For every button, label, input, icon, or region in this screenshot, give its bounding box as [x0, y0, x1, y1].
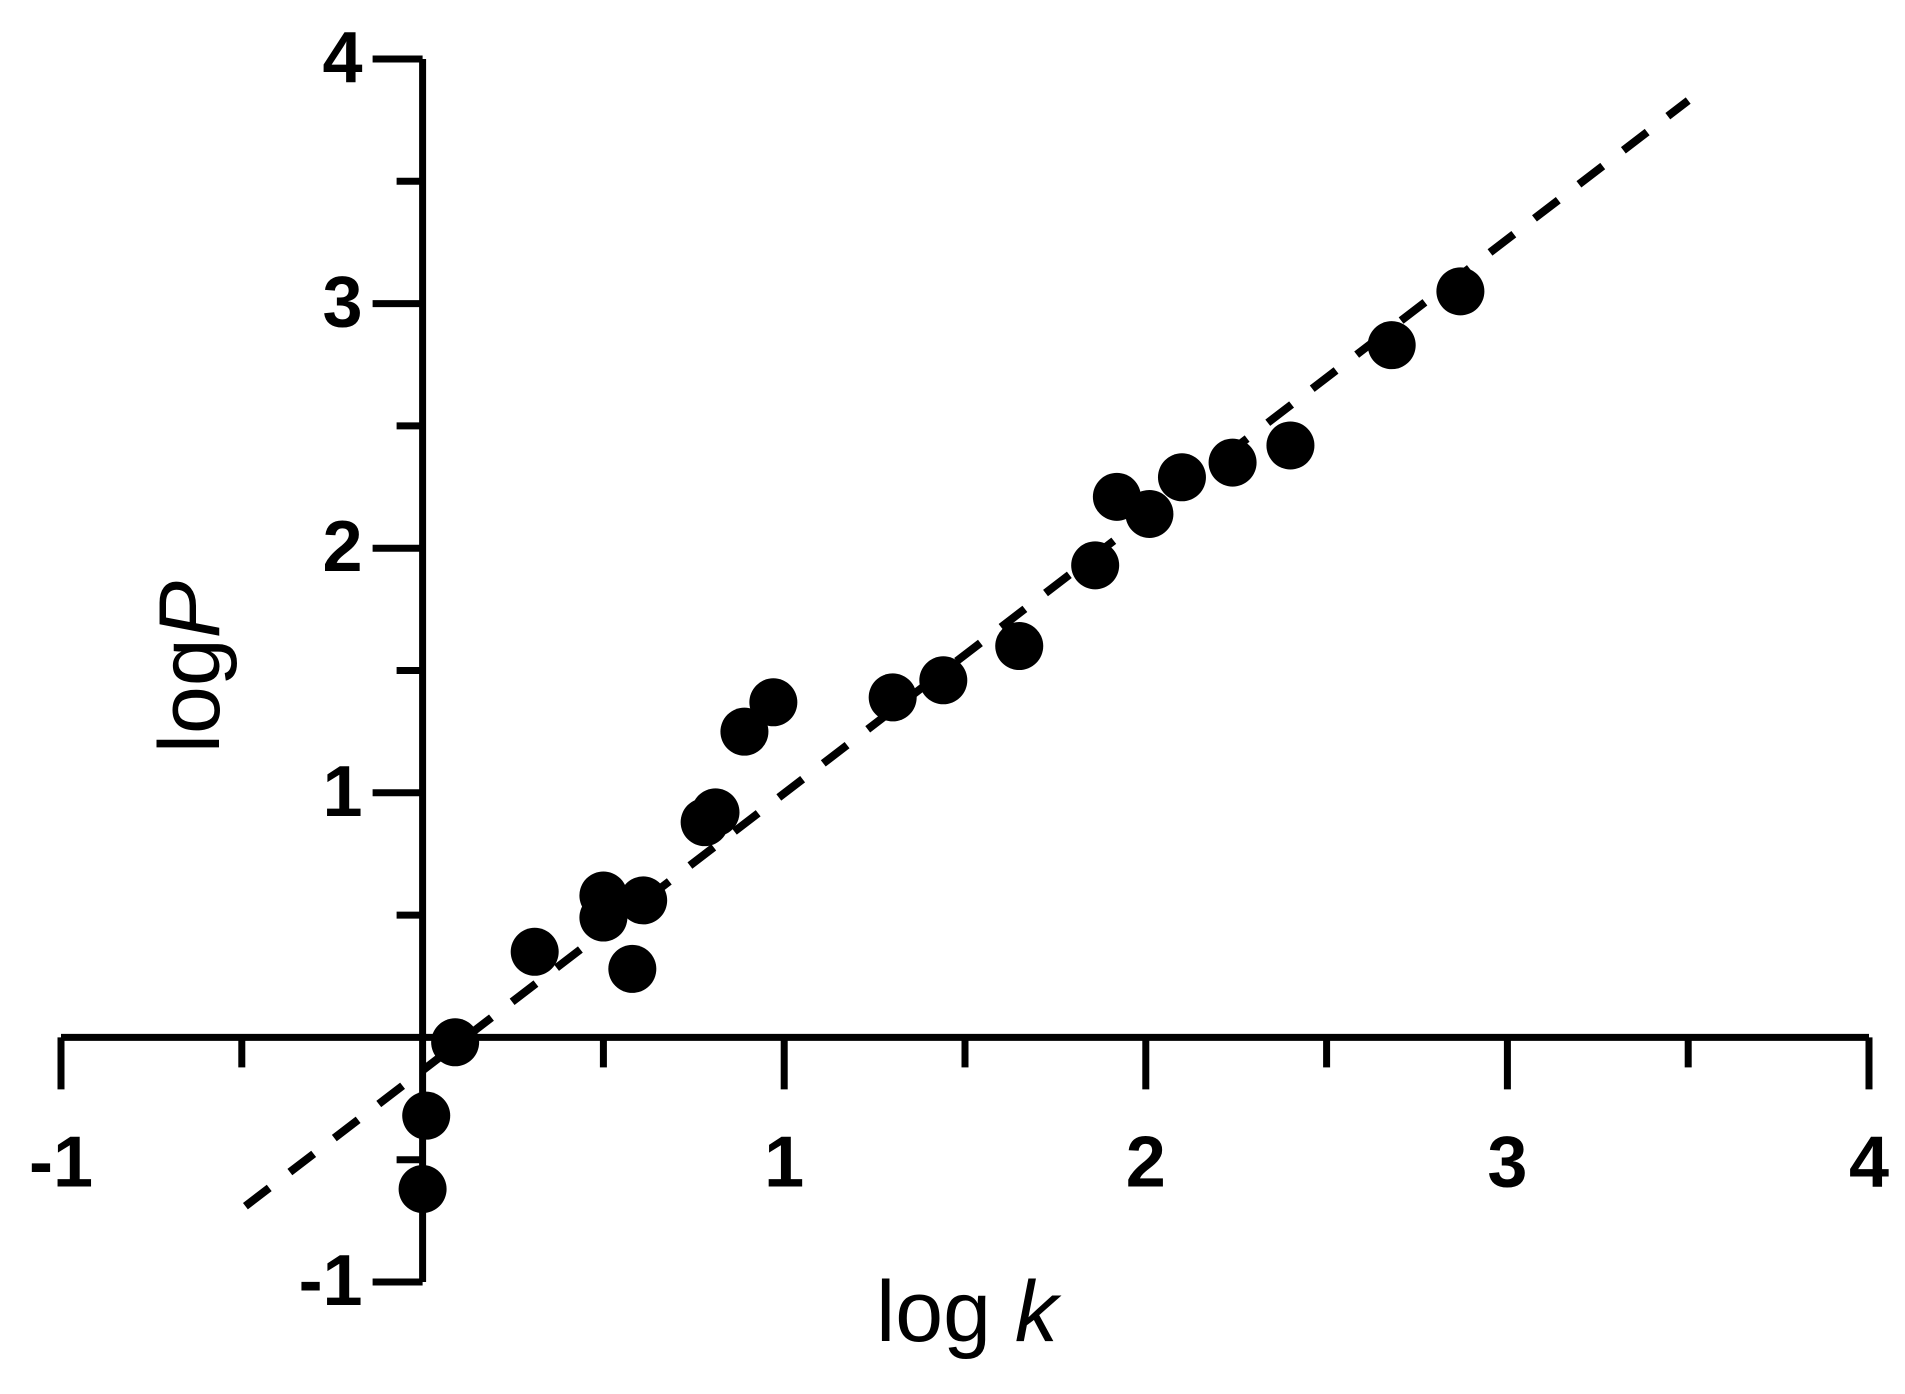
data-point [1157, 453, 1206, 502]
data-point [868, 673, 917, 722]
data-point [995, 622, 1044, 671]
y-label-text: log [142, 638, 238, 753]
data-point [402, 1091, 451, 1140]
data-point [431, 1018, 480, 1067]
y-tick-label: 3 [323, 263, 363, 343]
data-point [1266, 421, 1315, 470]
y-tick-label: 1 [323, 752, 363, 832]
x-tick-label: 3 [1487, 1122, 1527, 1202]
data-point [720, 707, 769, 756]
data-point [510, 927, 559, 976]
y-axis-label: logP [142, 581, 238, 753]
x-tick-label: 4 [1849, 1122, 1889, 1202]
y-tick-label: 4 [323, 18, 363, 98]
x-tick-label: -1 [29, 1122, 93, 1202]
x-tick-label: 2 [1126, 1122, 1166, 1202]
data-point [398, 1165, 447, 1214]
x-label-var: k [1015, 1264, 1062, 1360]
y-tick-label: -1 [299, 1241, 363, 1321]
data-point [1125, 489, 1174, 538]
data-point [1436, 267, 1485, 316]
data-point [608, 944, 657, 993]
x-axis-label: log k [876, 1264, 1062, 1360]
y-label-var: P [142, 581, 238, 638]
data-point [579, 871, 628, 920]
data-point [749, 678, 798, 727]
data-point [1208, 438, 1257, 487]
data-point [1071, 541, 1120, 590]
y-tick-label: 2 [323, 507, 363, 587]
data-point [619, 876, 668, 925]
x-label-text: log [876, 1264, 1015, 1360]
x-tick-label: 1 [764, 1122, 804, 1202]
data-point [1367, 321, 1416, 370]
data-point [919, 656, 968, 705]
data-point [691, 788, 740, 837]
